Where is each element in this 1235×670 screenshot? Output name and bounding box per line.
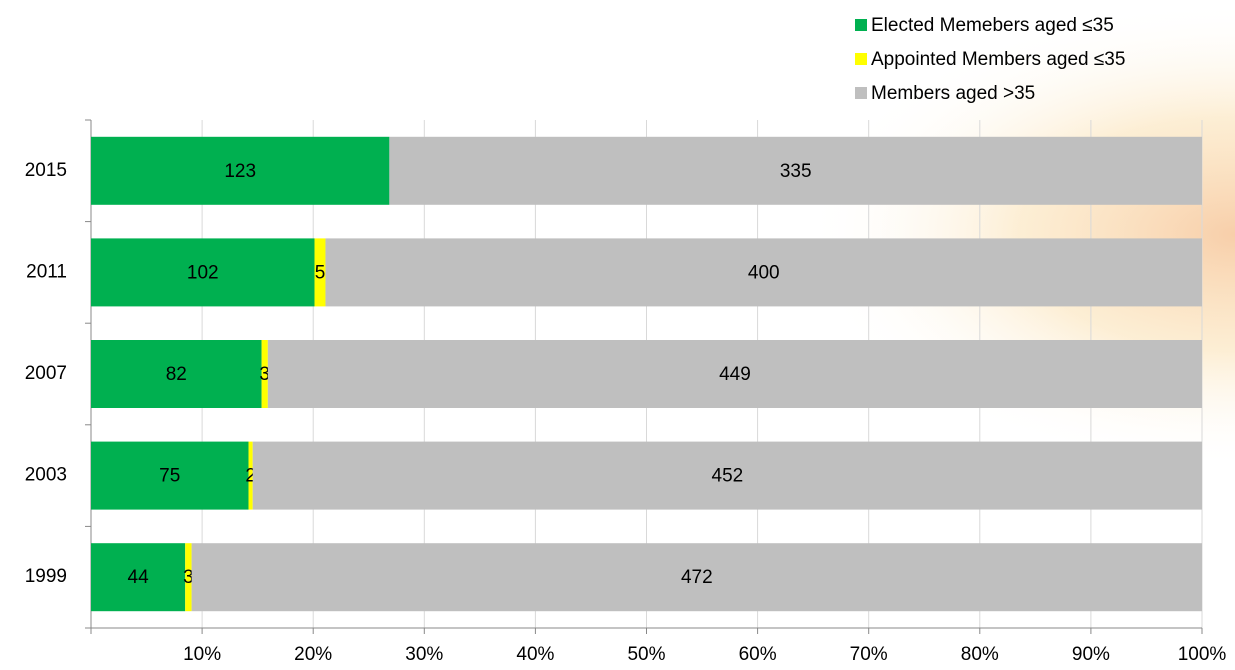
y-tick-label: 1999 [25, 566, 67, 587]
bar-segment [389, 136, 1202, 205]
legend-swatch [855, 53, 867, 65]
bar-segment [191, 543, 1203, 612]
data-label: 102 [187, 262, 219, 283]
y-tick-label: 2015 [25, 160, 67, 181]
x-tick-label: 60% [739, 644, 777, 665]
x-tick-label: 40% [516, 644, 554, 665]
bar-segment [261, 340, 268, 408]
data-label: 82 [166, 364, 187, 385]
x-tick-label: 90% [1072, 644, 1110, 665]
data-label: 335 [780, 161, 812, 182]
x-tick-label: 80% [961, 644, 999, 665]
x-tick-label: 10% [183, 644, 221, 665]
data-label: 472 [681, 567, 713, 588]
y-tick-label: 2007 [25, 363, 67, 384]
x-tick-label: 100% [1178, 644, 1227, 665]
data-label: 123 [224, 161, 256, 182]
bar-segment [248, 441, 253, 510]
bar-segment [267, 340, 1202, 408]
data-label: 3 [259, 364, 270, 385]
legend-label: Members aged >35 [871, 83, 1035, 104]
legend-swatch [855, 19, 867, 31]
x-tick-label: 20% [294, 644, 332, 665]
bar-segment [185, 543, 192, 612]
legend-swatch [855, 87, 867, 99]
bar-segment [91, 543, 186, 612]
legend-label: Elected Memebers aged ≤35 [871, 15, 1114, 36]
data-label: 400 [748, 262, 780, 283]
bar-segment [252, 441, 1203, 510]
data-label: 452 [712, 466, 744, 487]
bar-segment [325, 238, 1202, 307]
bar-segment [91, 136, 390, 205]
bar-segment [91, 441, 249, 510]
data-label: 3 [183, 567, 194, 588]
bar-segment [91, 238, 315, 307]
data-label: 44 [128, 567, 150, 588]
data-label: 2 [245, 466, 256, 487]
data-label: 449 [719, 364, 751, 385]
x-tick-label: 50% [627, 644, 665, 665]
data-label: 75 [159, 466, 180, 487]
y-tick-label: 2011 [26, 261, 67, 282]
y-tick-label: 2003 [25, 465, 67, 486]
bar-segment [314, 238, 326, 307]
legend-label: Appointed Members aged ≤35 [871, 49, 1125, 70]
x-tick-label: 30% [405, 644, 443, 665]
bar-segment [91, 340, 262, 408]
data-label: 5 [315, 262, 326, 283]
x-tick-label: 70% [850, 644, 888, 665]
